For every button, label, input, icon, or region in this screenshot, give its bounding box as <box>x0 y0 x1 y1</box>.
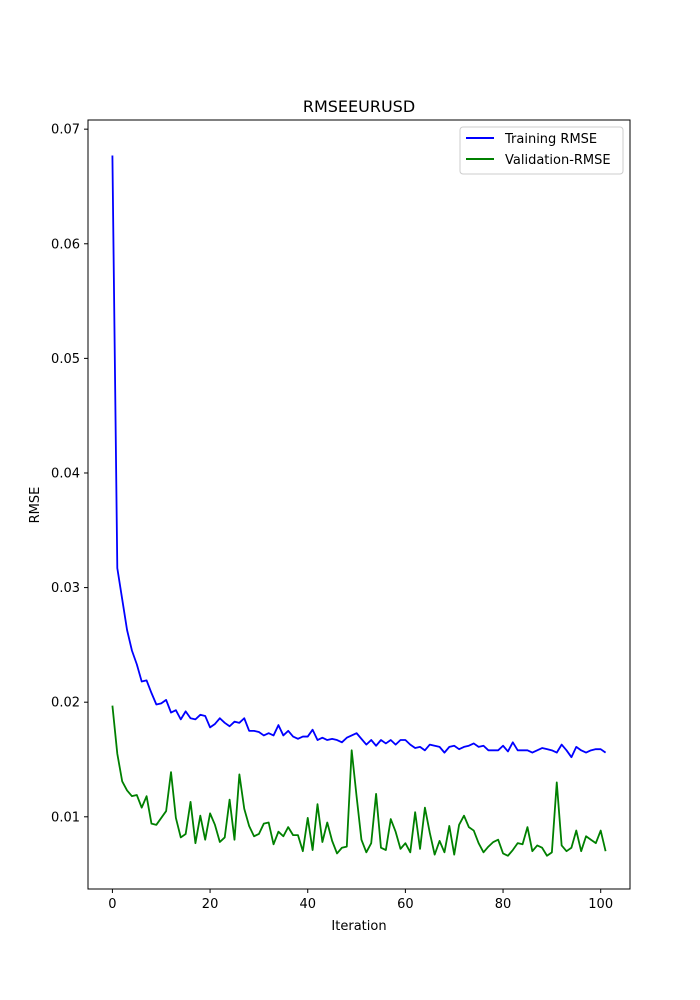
legend-box <box>459 126 624 175</box>
x-tick-label: 0 <box>108 897 116 912</box>
series-line-training <box>111 155 607 759</box>
y-tick-label: 0.03 <box>51 581 80 596</box>
x-tick-label: 20 <box>202 897 219 912</box>
legend-label-validation: Validation-RMSE <box>505 153 611 168</box>
y-tick-label: 0.04 <box>51 466 80 481</box>
y-tick-label: 0.02 <box>51 696 80 711</box>
y-axis-label: RMSE <box>28 487 43 524</box>
legend-label-training: Training RMSE <box>504 132 597 147</box>
legend: Training RMSE Validation-RMSE <box>459 126 624 175</box>
plot-area <box>111 155 607 857</box>
y-axis: 0.01 0.02 0.03 0.04 0.05 0.06 0.07 <box>51 123 88 825</box>
x-axis-label: Iteration <box>331 919 386 934</box>
y-tick-label: 0.07 <box>51 123 80 138</box>
plot-frame <box>87 119 631 890</box>
x-tick-label: 100 <box>588 897 613 912</box>
chart-title: RMSEEURUSD <box>303 97 415 116</box>
series-line-validation <box>111 705 607 857</box>
x-tick-label: 60 <box>397 897 414 912</box>
x-tick-label: 40 <box>299 897 316 912</box>
x-tick-label: 80 <box>495 897 512 912</box>
y-tick-label: 0.06 <box>51 237 80 252</box>
x-axis: 0 20 40 60 80 100 <box>108 889 613 912</box>
y-tick-label: 0.05 <box>51 352 80 367</box>
y-tick-label: 0.01 <box>51 810 80 825</box>
